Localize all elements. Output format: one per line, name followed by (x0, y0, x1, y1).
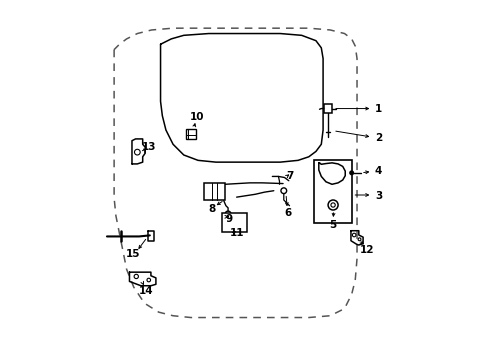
Text: 4: 4 (374, 166, 381, 176)
Circle shape (349, 171, 353, 175)
Bar (204, 183, 225, 200)
Text: 14: 14 (139, 287, 154, 296)
Text: 13: 13 (141, 143, 156, 153)
Text: 8: 8 (207, 204, 215, 214)
Text: 15: 15 (125, 249, 140, 259)
Text: 1: 1 (374, 104, 381, 113)
Text: 7: 7 (286, 171, 293, 181)
Text: 9: 9 (225, 214, 233, 224)
Text: 5: 5 (329, 220, 336, 230)
Text: 2: 2 (374, 133, 381, 143)
Text: 6: 6 (284, 208, 291, 218)
Bar (186, 129, 195, 139)
Text: 10: 10 (189, 112, 203, 122)
Text: 11: 11 (229, 228, 244, 238)
Bar (323, 104, 332, 113)
Text: 3: 3 (374, 191, 381, 201)
Text: 12: 12 (359, 245, 373, 255)
Bar (222, 213, 246, 232)
Bar (313, 160, 351, 223)
